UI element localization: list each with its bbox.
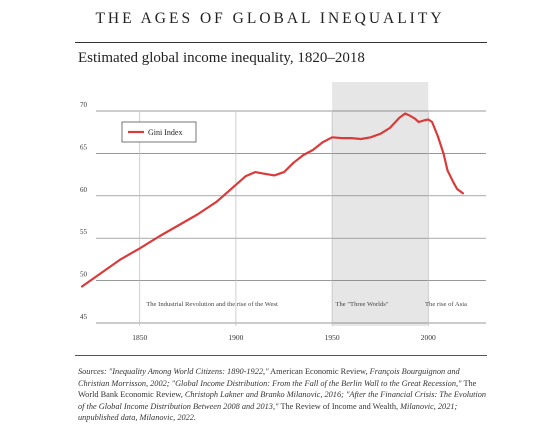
- sources-part: The World Bank Economic Review,: [78, 378, 477, 400]
- era-band-shade: [332, 82, 429, 326]
- y-tick-label: 60: [80, 186, 88, 194]
- x-tick-label: 1850: [132, 333, 147, 342]
- era-label: The "Three Worlds": [335, 301, 388, 308]
- x-tick-label: 2000: [421, 333, 436, 342]
- top-divider: [75, 42, 487, 43]
- era-label: The rise of Asia: [425, 301, 467, 308]
- sources-part: Milanovic, 2021; unpublished data, Milan…: [78, 401, 458, 423]
- page-title: THE AGES OF GLOBAL INEQUALITY: [95, 10, 445, 27]
- y-tick-label: 50: [80, 271, 88, 279]
- y-tick-label: 65: [80, 143, 88, 151]
- chart-subtitle: Estimated global income inequality, 1820…: [78, 50, 365, 66]
- series-line: [80, 112, 464, 288]
- sources-part: Sources: "Inequality Among World Citizen…: [78, 367, 269, 376]
- y-tick-label: 55: [80, 228, 88, 236]
- y-tick-label: 45: [80, 313, 88, 321]
- sources-part: François Bourguignon and Christian Morri…: [78, 367, 462, 388]
- legend-label: Gini Index: [148, 128, 182, 137]
- sources-part: American Economic Review,: [268, 367, 370, 376]
- sources-part: The Review of Income and Wealth,: [278, 401, 401, 411]
- era-label: The Industrial Revolution and the rise o…: [146, 301, 278, 308]
- x-tick-label: 1950: [325, 333, 340, 342]
- bottom-divider: [75, 355, 487, 356]
- chart: 45 50 55 60 65 70 1850 1900 1950 2000 The Industri…: [80, 82, 486, 342]
- sources-part: Christoph Lakner and Branko Milanovic, 2…: [78, 390, 487, 411]
- x-tick-label: 1900: [228, 333, 243, 342]
- legend-box: [121, 121, 197, 143]
- y-tick-label: 70: [80, 101, 88, 109]
- sources-note: Sources: "Inequality Among World Citizen…: [78, 366, 493, 424]
